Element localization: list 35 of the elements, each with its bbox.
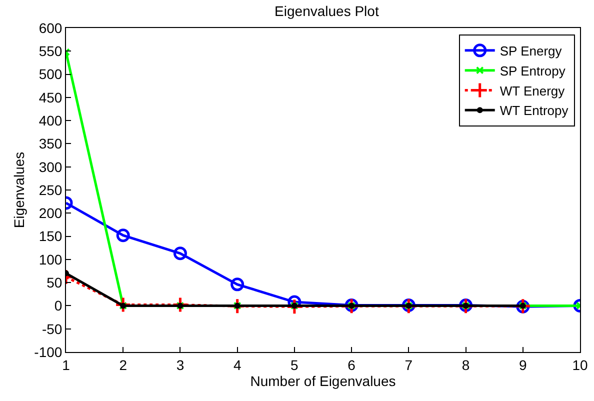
y-tick-label: 500 xyxy=(38,66,62,82)
y-tick-label: 550 xyxy=(38,43,62,60)
y-tick-label: 350 xyxy=(38,136,62,152)
legend-label: SP Entropy xyxy=(500,63,566,78)
y-tick-label: 0 xyxy=(54,298,62,314)
x-axis-title: Number of Eigenvalues xyxy=(250,373,396,390)
x-tick-label: 5 xyxy=(290,356,299,373)
legend-label: WT Energy xyxy=(500,83,566,98)
y-axis-title: Eigenvalues xyxy=(10,152,27,228)
x-tick-label: 4 xyxy=(233,356,242,373)
y-tick-label: 300 xyxy=(38,158,62,175)
y-tick-label: 250 xyxy=(38,182,62,198)
legend-label: WT Entropy xyxy=(500,103,569,118)
y-tick-label: 150 xyxy=(38,228,62,244)
x-tick-label: 10 xyxy=(572,356,588,373)
x-tick-label: 8 xyxy=(462,356,470,373)
y-tick-label: 400 xyxy=(38,112,62,128)
y-tick-label: 50 xyxy=(46,274,62,290)
y-tick-label: 450 xyxy=(38,89,62,106)
x-tick-label: 3 xyxy=(176,356,184,373)
x-tick-label: 7 xyxy=(404,356,413,373)
chart-title: Eigenvalues Plot xyxy=(274,2,379,19)
x-tick-label: 2 xyxy=(119,356,128,373)
point xyxy=(230,278,244,292)
y-tick-label: 600 xyxy=(38,20,62,36)
y-tick-label: -100 xyxy=(34,344,62,360)
x-tick-label: 6 xyxy=(348,356,356,373)
legend-label: SP Energy xyxy=(500,44,562,58)
y-tick-label: 200 xyxy=(38,205,62,222)
x-tick-label: 9 xyxy=(518,356,527,373)
point xyxy=(116,228,130,242)
y-tick-label: 100 xyxy=(38,251,62,268)
point xyxy=(173,246,187,260)
y-tick-label: -50 xyxy=(42,320,62,337)
x-tick-label: 1 xyxy=(62,356,70,373)
